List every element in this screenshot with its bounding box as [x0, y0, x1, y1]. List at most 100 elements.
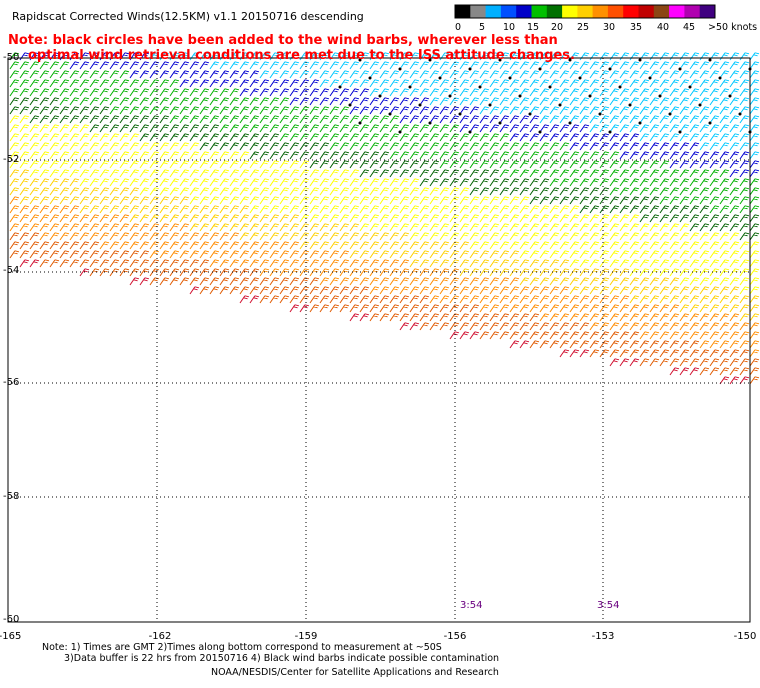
quality-flag-dot: [428, 58, 432, 62]
quality-flag-dot: [398, 130, 402, 134]
quality-flag-dot: [418, 103, 422, 107]
colorbar-swatch: [531, 5, 548, 18]
quality-flag-dot: [578, 76, 582, 80]
quality-flag-dot: [678, 67, 682, 71]
quality-flag-dot: [538, 67, 542, 71]
quality-flag-dot: [628, 103, 632, 107]
quality-flag-dot: [448, 94, 452, 98]
quality-flag-dot: [658, 94, 662, 98]
quality-flag-dot: [388, 112, 392, 116]
colorbar-swatch: [562, 5, 578, 18]
quality-flag-dot: [348, 103, 352, 107]
quality-flag-dot: [498, 121, 502, 125]
wind-barb-group: [19, 259, 750, 385]
colorbar-swatch: [653, 5, 670, 18]
quality-flag-dot: [498, 58, 502, 62]
quality-flag-dots-layer: [338, 58, 752, 134]
wind-barb-group: [9, 52, 760, 214]
wind-barb-group: [19, 52, 760, 178]
quality-flag-dot: [608, 67, 612, 71]
quality-flag-dot: [548, 85, 552, 89]
quality-flag-dot: [398, 67, 402, 71]
colorbar-swatch: [577, 5, 594, 18]
colorbar-label-10: 10: [503, 22, 516, 33]
quality-flag-dot: [668, 112, 672, 116]
red-note-line-2: optimal wind retrieval conditions are me…: [28, 48, 575, 63]
wind-barb-group: [9, 196, 760, 358]
lon-label-159: -159: [294, 631, 318, 642]
quality-flag-dot: [428, 121, 432, 125]
colorbar-swatch: [500, 5, 517, 18]
colorbar-swatch: [485, 5, 502, 18]
colorbar-label-35: 35: [630, 22, 643, 33]
lat-label-50: -50: [3, 52, 20, 63]
quality-flag-dot: [338, 85, 342, 89]
quality-flag-dot: [538, 130, 542, 134]
quality-flag-dot: [528, 112, 532, 116]
quality-flag-dot: [478, 85, 482, 89]
colorbar-swatch: [669, 5, 685, 18]
wind-barbs-layer: [9, 52, 760, 385]
quality-flag-dot: [378, 94, 382, 98]
quality-flag-dot: [568, 58, 572, 62]
quality-flag-dot: [678, 130, 682, 134]
lon-label-162: -162: [148, 631, 172, 642]
quality-flag-dot: [568, 121, 572, 125]
colorbar-swatch: [470, 5, 487, 18]
colorbar-swatch: [638, 5, 655, 18]
quality-flag-dot: [708, 58, 712, 62]
quality-flag-dot: [718, 76, 722, 80]
colorbar-swatch: [684, 5, 701, 18]
colorbar-label-25: 25: [577, 22, 590, 33]
wind-barb-group: [9, 232, 760, 385]
colorbar-label-15: 15: [527, 22, 540, 33]
footer-note-1: Note: 1) Times are GMT 2)Times along bot…: [42, 642, 442, 653]
quality-flag-dot: [588, 94, 592, 98]
quality-flag-dot: [708, 121, 712, 125]
quality-flag-dot: [468, 67, 472, 71]
colorbar: [454, 4, 716, 19]
quality-flag-dot: [618, 85, 622, 89]
quality-flag-dot: [698, 103, 702, 107]
quality-flag-dot: [598, 112, 602, 116]
quality-flag-dot: [408, 85, 412, 89]
wind-barb-group: [149, 52, 760, 160]
quality-flag-dot: [638, 58, 642, 62]
colorbar-label-50-knots: >50 knots: [708, 22, 758, 33]
quality-flag-dot: [458, 112, 462, 116]
quality-flag-dot: [638, 121, 642, 125]
colorbar-swatch: [516, 5, 532, 18]
colorbar-label-5: 5: [479, 22, 486, 33]
colorbar-swatch: [607, 5, 624, 18]
colorbar-label-20: 20: [551, 22, 564, 33]
lon-label-156: -156: [443, 631, 467, 642]
wind-barb-group: [9, 97, 760, 241]
red-note-line-1: Note: black circles have been added to t…: [8, 33, 558, 48]
time-label-1: 3:54: [460, 600, 483, 611]
lat-label-58: -58: [3, 491, 20, 502]
lon-label-165: -165: [0, 631, 22, 642]
colorbar-label-0: 0: [455, 22, 462, 33]
colorbar-label-45: 45: [683, 22, 696, 33]
quality-flag-dot: [358, 58, 362, 62]
lon-label-150: -150: [733, 631, 757, 642]
quality-flag-dot: [468, 130, 472, 134]
lat-label-52: -52: [3, 154, 20, 165]
quality-flag-dot: [558, 103, 562, 107]
quality-flag-dot: [728, 94, 732, 98]
quality-flag-dot: [488, 103, 492, 107]
wind-barb-group: [9, 169, 760, 322]
footer-note-2: 3)Data buffer is 22 hrs from 20150716 4)…: [64, 653, 500, 664]
map-grid: [8, 58, 750, 622]
footer-credit: NOAA/NESDIS/Center for Satellite Applica…: [211, 667, 499, 678]
quality-flag-dot: [608, 130, 612, 134]
colorbar-swatch: [699, 5, 716, 18]
quality-flag-dot: [738, 112, 742, 116]
colorbar-frame: [454, 4, 716, 19]
colorbar-swatch: [546, 5, 563, 18]
time-label-2: 3:54: [597, 600, 620, 611]
colorbar-label-30: 30: [603, 22, 616, 33]
quality-flag-dot: [688, 85, 692, 89]
colorbar-swatch: [592, 5, 609, 18]
